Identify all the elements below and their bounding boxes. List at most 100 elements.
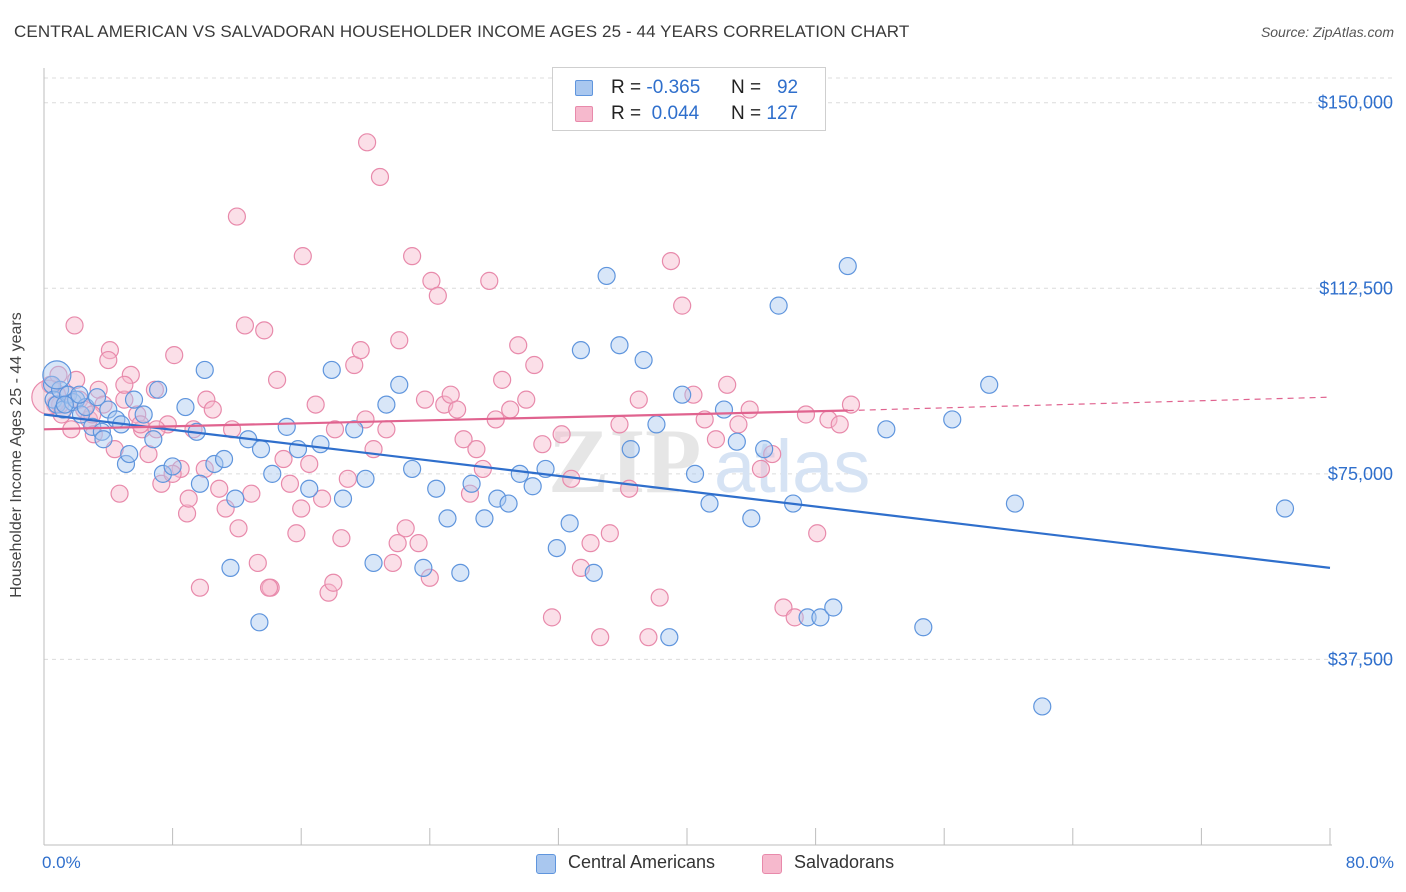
salvadorans-point (610, 415, 629, 434)
central-americans-point (488, 489, 507, 508)
salvadorans-point (292, 499, 311, 518)
salvadorans-point (415, 390, 435, 409)
salvadorans-point (255, 321, 274, 340)
y-tick-labels: $37,500 $75,000 $112,500 $150,000 (1318, 93, 1393, 670)
central-americans-point (811, 608, 830, 627)
central-americans-point (510, 464, 529, 483)
salvadorans-point (751, 459, 771, 479)
central-americans-point (377, 395, 396, 414)
salvadorans-point (65, 316, 84, 335)
central-americans-point (83, 417, 102, 436)
central-americans-point (742, 509, 761, 528)
central-americans-point (403, 459, 422, 479)
y-tick-label: $37,500 (1328, 649, 1393, 669)
salvadorans-point (179, 489, 198, 508)
central-americans-point (547, 538, 566, 558)
salvadorans-point (338, 469, 357, 488)
legend-swatch-blue (536, 854, 556, 874)
salvadorans-point (403, 247, 422, 266)
salvadorans-point (396, 519, 415, 538)
salvadorans-point (332, 529, 351, 548)
central-americans-point (427, 479, 446, 498)
legend-label: Central Americans (568, 852, 716, 872)
salvadorans-point (467, 440, 486, 459)
salvadorans-point (274, 449, 293, 469)
central-americans-point (727, 432, 746, 451)
salvadorans-point (729, 415, 748, 434)
central-americans-point (499, 494, 518, 513)
watermark-zip: ZIP (548, 410, 701, 512)
central-americans-point (414, 558, 433, 577)
source-note: Source: ZipAtlas.com (1260, 24, 1394, 40)
salvadorans-point (785, 608, 804, 627)
salvadorans-point (67, 370, 86, 389)
salvadorans-point (581, 534, 600, 553)
legend-r-label: R = (611, 103, 642, 124)
central-americans-point (263, 464, 282, 483)
central-americans-point (300, 479, 319, 498)
x-axis-min-label: 0.0% (42, 853, 81, 872)
salvadorans-point (600, 524, 619, 543)
y-tick-label: $150,000 (1318, 93, 1393, 113)
central-americans-point (70, 385, 89, 404)
salvadorans-point (706, 430, 726, 449)
series-legend: Central Americans Salvadorans (0, 852, 1406, 878)
central-americans-point (1275, 499, 1295, 518)
legend-swatch-blue (575, 80, 593, 96)
central-americans-point (755, 440, 774, 459)
central-americans-point (980, 375, 999, 394)
legend-swatch-pink (575, 106, 593, 122)
salvadorans-point (115, 390, 134, 409)
salvadorans-point (661, 251, 681, 271)
central-americans-point (322, 360, 341, 380)
central-americans-point (438, 509, 457, 528)
central-americans-point (333, 489, 353, 508)
salvadorans-point (99, 350, 118, 370)
salvadorans-point (493, 370, 512, 389)
salvadorans-point (306, 395, 325, 414)
legend-n-value: 127 (766, 103, 799, 124)
central-americans-point (176, 397, 195, 417)
salvadorans-point (216, 499, 235, 518)
salvadorans-point (830, 415, 849, 434)
salvadorans-point (629, 390, 648, 409)
salvadorans-point (673, 296, 692, 315)
legend-r-label: R = (611, 77, 642, 98)
central-americans-point (311, 435, 330, 454)
central-americans-point (87, 388, 107, 407)
central-americans-point (621, 440, 640, 459)
salvadorans-point (259, 578, 279, 597)
central-americans-point (42, 360, 72, 390)
salvadorans-point (235, 316, 255, 335)
salvadorans-point (203, 400, 222, 419)
central-americans-point (798, 608, 817, 627)
central-americans-point (390, 375, 409, 394)
legend-swatch-pink (762, 854, 782, 874)
salvadorans-point (388, 534, 407, 553)
central-americans-point (584, 563, 603, 582)
legend-label: Salvadorans (794, 852, 895, 872)
y-tick-label: $112,500 (1319, 278, 1393, 298)
central-americans-point (560, 514, 579, 533)
salvadorans-point (542, 608, 562, 627)
legend-n-label: N = (731, 77, 762, 98)
salvadorans-trend-line (43, 409, 848, 431)
salvadorans-point (525, 355, 544, 375)
x-axis-max-label: 80.0% (1345, 853, 1394, 872)
salvadorans-point (325, 420, 345, 439)
central-americans-point (205, 454, 224, 474)
central-americans-point (769, 296, 788, 315)
grid-lines (44, 77, 1394, 660)
central-americans-point (163, 457, 182, 476)
central-americans-point (251, 440, 271, 459)
salvadorans-point (473, 459, 492, 479)
salvadorans-point (454, 430, 473, 449)
salvadorans-point (177, 504, 197, 523)
central-americans-point (195, 360, 214, 380)
salvadorans-point (210, 479, 229, 498)
salvadorans-point (552, 425, 571, 444)
correlation-legend: R = -0.365 N = 92 R = 0.044 N = 127 (552, 67, 826, 131)
central-americans-trend-line (43, 413, 1331, 569)
salvadorans-point (808, 524, 827, 543)
salvadorans-point (319, 583, 338, 602)
